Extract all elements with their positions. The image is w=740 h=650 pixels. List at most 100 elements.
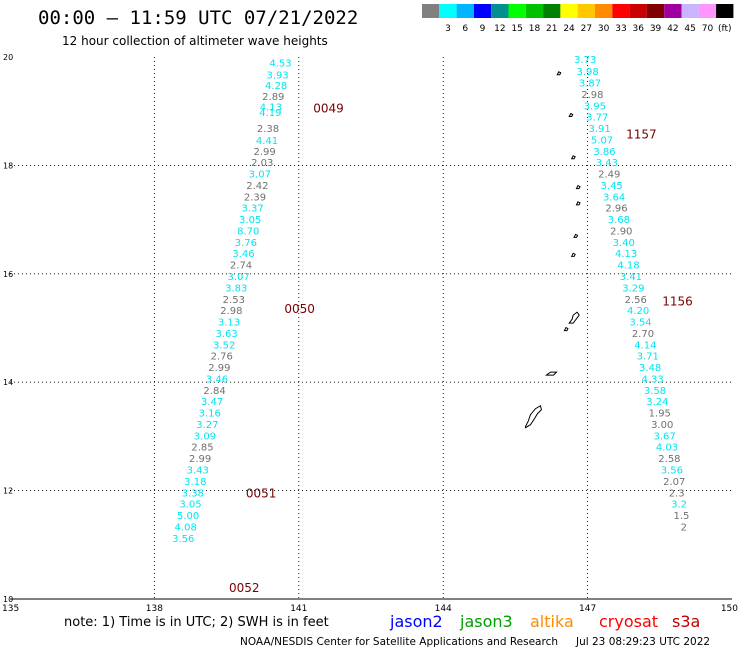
footer-note: note: 1) Time is in UTC; 2) SWH is in fe… [64, 615, 329, 630]
legend-swatch [543, 4, 561, 18]
track-time-label: 0051 [246, 486, 277, 500]
wave-height-value: 4.33 [641, 374, 663, 385]
wave-height-value: 3.43 [596, 158, 618, 169]
legend-swatch [646, 4, 665, 18]
wave-height-value: 2.70 [632, 329, 654, 340]
wave-height-value: 3.09 [194, 431, 216, 442]
wave-height-value: 3.93 [266, 70, 288, 81]
track-west: 4.533.934.282.894.134.192.384.412.992.03… [172, 58, 344, 595]
wave-height-value: 3.05 [179, 500, 201, 511]
wave-height-value: 2.49 [598, 170, 620, 181]
island-outline [575, 201, 581, 206]
wave-height-value: 3.45 [601, 181, 623, 192]
wave-height-value: 3.43 [187, 466, 209, 477]
mission-label-s3a: s3a [672, 612, 700, 631]
wave-height-value: 3.73 [574, 55, 596, 66]
legend-swatch [595, 4, 613, 18]
map-subtitle: 12 hour collection of altimeter wave hei… [62, 34, 328, 48]
track-east: 3.733.983.872.983.953.773.915.073.863.43… [574, 55, 693, 533]
wave-height-value: 2.99 [189, 454, 211, 465]
wave-height-value: 3.37 [241, 204, 263, 215]
wave-height-value: 2.85 [191, 443, 213, 454]
wave-height-value: 2 [681, 522, 687, 533]
legend-swatch [716, 4, 734, 18]
island-rota-outline [545, 371, 558, 376]
legend-tick-label: 70 [702, 24, 714, 34]
wave-height-value: 4.13 [260, 102, 282, 113]
lat-lon-grid [10, 57, 732, 600]
legend-tick-label: 9 [480, 24, 486, 34]
legend-swatch [560, 4, 578, 18]
legend-tick-label: 3 [445, 24, 451, 34]
wave-height-value: 3.91 [589, 124, 611, 135]
wave-height-value: 3.13 [218, 318, 240, 329]
legend-swatch [698, 4, 717, 18]
legend-tick-label: 21 [546, 24, 557, 34]
wave-height-value: 2.58 [658, 454, 680, 465]
wave-height-value: 4.20 [627, 306, 649, 317]
legend-swatch [422, 4, 440, 18]
wave-height-value: 1.95 [649, 409, 671, 420]
wave-height-value: 2.07 [663, 477, 685, 488]
axis-tick-labels: 135 138 141 144 147 150 10 12 14 16 18 20 [2, 53, 738, 614]
island-outline [570, 155, 576, 160]
wave-height-value: 3.38 [182, 488, 204, 499]
x-tick-label: 141 [290, 604, 307, 614]
wave-height-value: 3.46 [232, 249, 254, 260]
wave-height-value: 3.27 [196, 420, 218, 431]
legend-tick-label: 12 [494, 24, 505, 34]
wave-height-value: 3.00 [651, 420, 673, 431]
mission-label-cryosat: cryosat [599, 612, 658, 631]
legend-tick-label: 36 [633, 24, 645, 34]
legend-tick-label: 33 [615, 24, 626, 34]
track-time-label: 1157 [626, 128, 657, 142]
island-outline [575, 184, 581, 190]
x-tick-label: 150 [721, 604, 738, 614]
wave-height-value: 4.14 [634, 340, 656, 351]
wave-height-value: 3.48 [639, 363, 661, 374]
wave-height-value: 3.07 [249, 170, 271, 181]
wave-height-value: 2.42 [246, 181, 268, 192]
wave-height-value: 4.13 [615, 249, 637, 260]
wave-height-value: 2.3 [669, 488, 685, 499]
legend-swatch [473, 4, 492, 18]
island-outline [573, 233, 579, 238]
wave-height-value: 3.52 [213, 340, 235, 351]
wave-height-value: 3.56 [172, 534, 194, 545]
wave-height-value: 3.67 [653, 431, 675, 442]
wave-height-value: 3.83 [225, 283, 247, 294]
wave-height-value: 3.07 [228, 272, 250, 283]
legend-tick-label: 6 [462, 24, 468, 34]
track-time-label: 0050 [284, 302, 315, 316]
legend-tick-label: 42 [667, 24, 678, 34]
wave-height-value: 3.87 [579, 79, 601, 90]
wave-height-value: 2.99 [253, 147, 275, 158]
island-outline [563, 326, 569, 332]
track-time-label: 1156 [662, 294, 693, 308]
wave-height-value: 2.96 [605, 204, 627, 215]
footer-timestamp: Jul 23 08:29:23 UTC 2022 [575, 636, 710, 648]
wave-height-value: 3.76 [235, 238, 257, 249]
wave-height-value: 2.84 [203, 386, 225, 397]
map-title: 00:00 – 11:59 UTC 07/21/2022 [38, 7, 358, 29]
island-outline [570, 252, 576, 257]
color-legend: 3 6 9 12 15 18 21 24 27 30 33 36 39 42 45 70 (ft) [422, 4, 734, 34]
legend-tick-label: 24 [563, 24, 575, 34]
wave-height-value: 4.53 [269, 58, 291, 69]
wave-height-value: 2.38 [257, 124, 279, 135]
track-time-label: 0049 [313, 101, 344, 115]
wave-height-value: 3.98 [576, 67, 598, 78]
legend-swatch [491, 4, 509, 18]
wave-height-value: 4.41 [256, 136, 278, 147]
wave-height-value: 2.74 [230, 261, 252, 272]
legend-swatch [577, 4, 595, 18]
wave-height-value: 3.47 [201, 397, 223, 408]
wave-height-value: 3.46 [206, 374, 228, 385]
wave-height-value: 3.77 [586, 113, 608, 124]
wave-height-value: 3.2 [671, 500, 687, 511]
wave-height-value: 3.29 [622, 283, 644, 294]
wave-height-value: 2.90 [610, 226, 632, 237]
y-tick-label: 14 [3, 378, 13, 387]
